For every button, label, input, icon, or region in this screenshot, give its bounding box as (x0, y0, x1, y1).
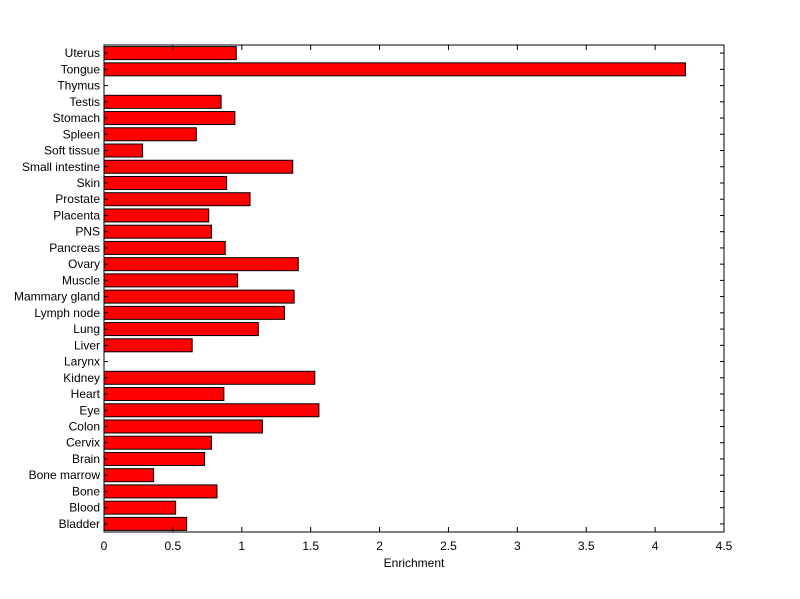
bar-tongue (103, 62, 686, 77)
plot-area-frame (103, 44, 725, 533)
y-tick-label: Bone (72, 484, 100, 498)
y-tick-label: Larynx (64, 355, 100, 369)
bar-uterus (103, 46, 237, 61)
y-tick-label: Liver (74, 338, 100, 352)
bar-heart (103, 387, 225, 402)
y-tick-label: Muscle (62, 273, 100, 287)
y-tick-label: Ovary (68, 257, 100, 271)
y-tick-label: Cervix (66, 436, 100, 450)
y-tick-label: Blood (69, 501, 100, 515)
x-tick-label: 1 (238, 539, 245, 553)
y-tick-label: Tongue (61, 62, 101, 76)
y-tick-label: Heart (71, 387, 101, 401)
bar-kidney (103, 370, 316, 385)
bar-testis (103, 94, 222, 109)
y-tick-label: Stomach (53, 111, 100, 125)
bar-eye (103, 403, 320, 418)
y-tick-label: Small intestine (22, 160, 100, 174)
bar-bone-marrow (103, 468, 155, 483)
x-tick-label: 4.5 (716, 539, 733, 553)
labels-layer: Uterus Tongue Thymus Testis Stomach Spleen Sof… (14, 46, 733, 553)
bar-placenta (103, 208, 210, 223)
x-axis-label: Enrichment (384, 556, 445, 570)
y-tick-label: Spleen (63, 127, 100, 141)
bar-blood (103, 500, 177, 515)
y-tick-label: Soft tissue (44, 144, 100, 158)
y-tick-label: Brain (72, 452, 100, 466)
bar-liver (103, 338, 193, 353)
bar-mammary-gland (103, 289, 295, 304)
x-tick-label: 0 (101, 539, 108, 553)
y-tick-label: Lung (73, 322, 100, 336)
x-tick-label: 0.5 (165, 539, 182, 553)
y-tick-label: Eye (79, 403, 100, 417)
ticks-layer (103, 45, 725, 532)
x-tick-label: 2.5 (440, 539, 457, 553)
y-tick-label: Placenta (53, 208, 100, 222)
y-tick-label: Prostate (55, 192, 100, 206)
bar-bone (103, 484, 218, 499)
y-tick-label: Bone marrow (29, 468, 101, 482)
bar-pns (103, 224, 212, 239)
x-tick-label: 3.5 (578, 539, 595, 553)
y-tick-label: Lymph node (34, 306, 100, 320)
y-tick-label: Testis (69, 95, 100, 109)
y-tick-label: Mammary gland (14, 290, 100, 304)
y-tick-label: PNS (75, 225, 100, 239)
bar-prostate (103, 192, 251, 207)
y-tick-label: Uterus (65, 46, 100, 60)
bar-muscle (103, 273, 239, 288)
bar-brain (103, 451, 206, 466)
x-tick-label: 4 (652, 539, 659, 553)
x-tick-label: 3 (514, 539, 521, 553)
x-tick-label: 1.5 (302, 539, 319, 553)
y-tick-label: Pancreas (49, 241, 100, 255)
bar-stomach (103, 111, 236, 126)
y-tick-label: Thymus (57, 79, 100, 93)
bar-bladder (103, 516, 188, 531)
y-tick-label: Bladder (59, 517, 100, 531)
bar-skin (103, 175, 228, 190)
bar-cervix (103, 435, 212, 450)
bar-ovary (103, 257, 299, 272)
x-tick-label: 2 (376, 539, 383, 553)
bar-soft-tissue (103, 143, 144, 158)
bar-small-intestine (103, 159, 294, 174)
bar-spleen (103, 127, 197, 142)
bar-lymph-node (103, 305, 285, 320)
y-tick-label: Colon (69, 419, 100, 433)
bar-lung (103, 322, 259, 337)
bars-layer (103, 46, 686, 531)
y-tick-label: Skin (77, 176, 100, 190)
bar-colon (103, 419, 263, 434)
bar-pancreas (103, 240, 226, 255)
y-tick-label: Kidney (63, 371, 100, 385)
